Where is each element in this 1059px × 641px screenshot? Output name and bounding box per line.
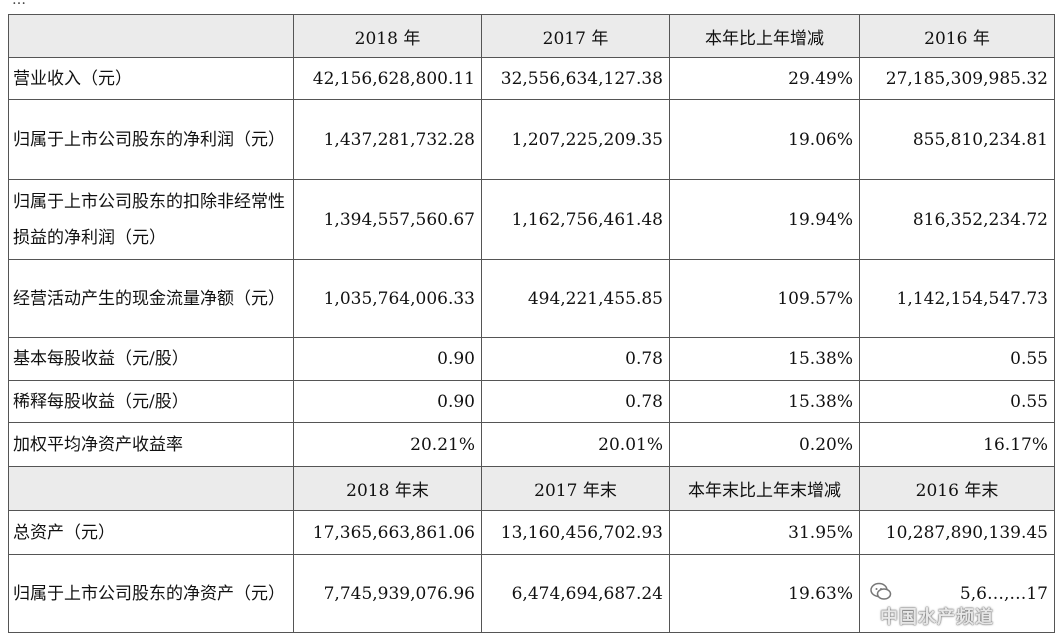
table-header-row: 2018 年 2017 年 本年比上年增减 2016 年 [8,14,1055,58]
cell-2016: 0.55 [859,337,1055,381]
table-row: 经营活动产生的现金流量净额（元） 1,035,764,006.33 494,22… [8,259,1055,338]
cell-2016-end: 10,287,890,139.45 [859,510,1055,555]
header-yoy-end-change: 本年末比上年末增减 [669,466,860,511]
row-label: 归属于上市公司股东的净利润（元） [8,99,294,180]
header-2017-end: 2017 年末 [481,466,670,511]
table-row: 营业收入（元） 42,156,628,800.11 32,556,634,127… [8,57,1055,100]
cell-2016: 16.17% [859,422,1055,467]
header-2016-end: 2016 年末 [859,466,1055,511]
cell-2018: 42,156,628,800.11 [293,57,482,100]
cell-2018: 1,035,764,006.33 [293,259,482,338]
row-label: 经营活动产生的现金流量净额（元） [8,259,294,338]
table-row: 加权平均净资产收益率 20.21% 20.01% 0.20% 16.17% [8,422,1055,467]
header-yoy-change: 本年比上年增减 [669,14,860,58]
cell-change-end: 31.95% [669,510,860,555]
row-label: 基本每股收益（元/股） [8,337,294,381]
table-row: 归属于上市公司股东的净利润（元） 1,437,281,732.28 1,207,… [8,99,1055,180]
cell-2017-end: 13,160,456,702.93 [481,510,670,555]
cell-2017: 20.01% [481,422,670,467]
row-label: 稀释每股收益（元/股） [8,380,294,423]
cell-2017: 0.78 [481,337,670,381]
cell-2017: 494,221,455.85 [481,259,670,338]
cell-2016: 816,352,234.72 [859,179,1055,260]
cell-2018: 20.21% [293,422,482,467]
cell-2016: 27,185,309,985.32 [859,57,1055,100]
row-label: 归属于上市公司股东的扣除非经常性损益的净利润（元） [8,179,294,260]
row-label: 加权平均净资产收益率 [8,422,294,467]
cell-change: 109.57% [669,259,860,338]
row-label: 总资产（元） [8,510,294,555]
cell-2017: 1,162,756,461.48 [481,179,670,260]
row-label: 归属于上市公司股东的净资产（元） [8,554,294,633]
table-row: 归属于上市公司股东的净资产（元） 7,745,939,076.96 6,474,… [8,554,1055,633]
header-blank-cell [8,14,294,58]
cell-change: 15.38% [669,380,860,423]
cell-2016: 0.55 [859,380,1055,423]
cell-change-end: 19.63% [669,554,860,633]
header-2016: 2016 年 [859,14,1055,58]
cell-2017: 32,556,634,127.38 [481,57,670,100]
table-row: 基本每股收益（元/股） 0.90 0.78 15.38% 0.55 [8,337,1055,381]
cell-2017: 1,207,225,209.35 [481,99,670,180]
cell-2018: 0.90 [293,337,482,381]
cell-change: 29.49% [669,57,860,100]
cell-2018-end: 7,745,939,076.96 [293,554,482,633]
cell-2016-end: 5,6…,…17 [859,554,1055,633]
cell-2018: 1,437,281,732.28 [293,99,482,180]
financial-summary-table: 2018 年 2017 年 本年比上年增减 2016 年 营业收入（元） 42,… [8,14,1055,633]
cell-change: 15.38% [669,337,860,381]
cell-2017: 0.78 [481,380,670,423]
header-2017: 2017 年 [481,14,670,58]
cell-2017-end: 6,474,694,687.24 [481,554,670,633]
cell-change: 19.94% [669,179,860,260]
cropped-heading: … [0,0,1059,14]
table-row: 稀释每股收益（元/股） 0.90 0.78 15.38% 0.55 [8,380,1055,423]
cell-2016: 855,810,234.81 [859,99,1055,180]
cell-2018: 1,394,557,560.67 [293,179,482,260]
cell-2016: 1,142,154,547.73 [859,259,1055,338]
table-row: 总资产（元） 17,365,663,861.06 13,160,456,702.… [8,510,1055,555]
cell-2018-end: 17,365,663,861.06 [293,510,482,555]
table-subheader-row: 2018 年末 2017 年末 本年末比上年末增减 2016 年末 [8,466,1055,511]
header-2018: 2018 年 [293,14,482,58]
cell-change: 0.20% [669,422,860,467]
header-2018-end: 2018 年末 [293,466,482,511]
row-label: 营业收入（元） [8,57,294,100]
subheader-blank-cell [8,466,294,511]
cropped-heading-text: … [12,0,28,8]
cell-change: 19.06% [669,99,860,180]
cell-2018: 0.90 [293,380,482,423]
table-row: 归属于上市公司股东的扣除非经常性损益的净利润（元） 1,394,557,560.… [8,179,1055,260]
